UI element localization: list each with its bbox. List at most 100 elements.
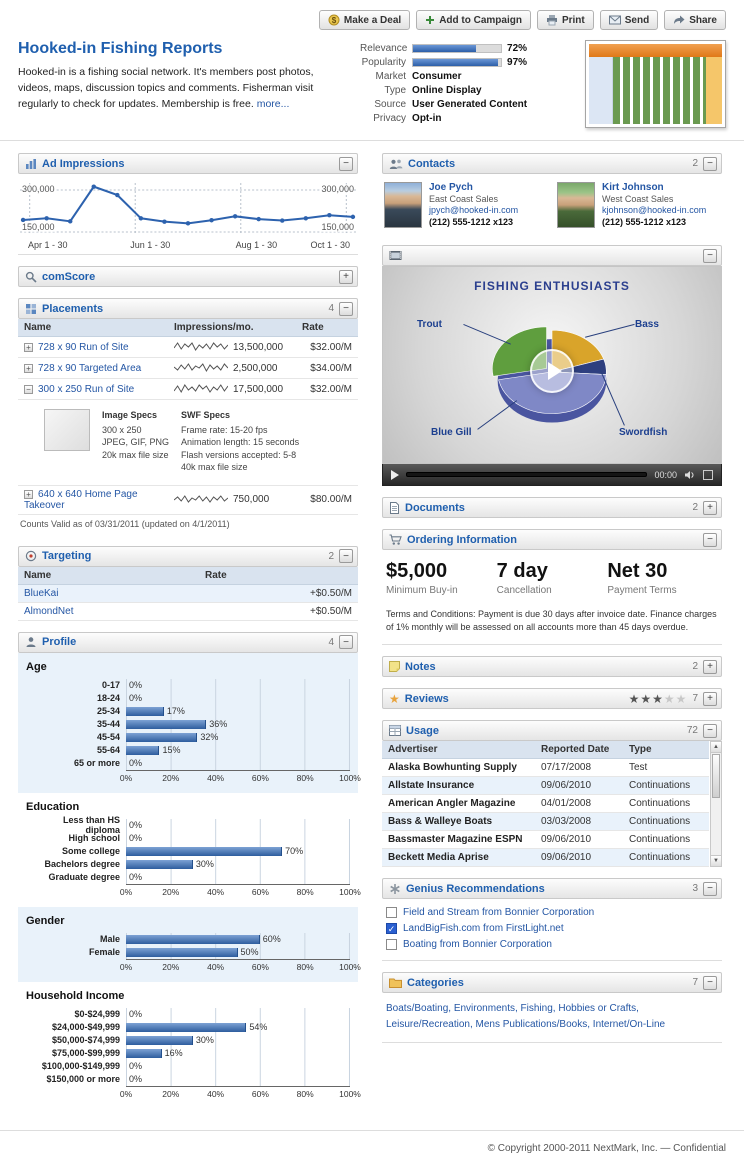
send-button[interactable]: Send [599, 10, 659, 30]
more-link[interactable]: more... [256, 97, 290, 110]
category-link[interactable]: Mens Publications/Books [475, 1018, 588, 1030]
documents-panel: Documents 2 + [382, 497, 722, 518]
collapse-button[interactable]: − [703, 975, 717, 990]
category-links: Boats/Boating, Environments, Fishing, Ho… [382, 993, 722, 1044]
scroll-up-arrow[interactable]: ▲ [711, 742, 721, 754]
panel-title: Profile [42, 636, 77, 649]
add-to-campaign-button[interactable]: Add to Campaign [416, 10, 531, 30]
expand-button[interactable]: + [703, 659, 717, 674]
recommendation-link[interactable]: Boating [403, 939, 437, 951]
button-label: Add to Campaign [439, 14, 522, 26]
reviews-panel: ★ Reviews ★★★★★ 7 + [382, 688, 722, 710]
printer-icon [546, 14, 558, 26]
expand-icon[interactable]: + [24, 363, 33, 373]
expand-icon[interactable]: + [24, 489, 33, 499]
genius-recommendations-panel: Genius Recommendations 3 − Field and Str… [382, 878, 722, 962]
checkbox[interactable] [386, 907, 397, 919]
category-link[interactable]: Hobbies or Crafts [558, 1003, 637, 1015]
contact-name-link[interactable]: Kirt Johnson [602, 182, 664, 193]
expand-button[interactable]: + [703, 500, 717, 515]
targeting-link[interactable]: AlmondNet [24, 605, 74, 617]
placement-row: +728 x 90 Run of Site 13,500,000 $32.00/… [18, 336, 358, 358]
placement-link[interactable]: 300 x 250 Run of Site [38, 383, 135, 395]
targeting-link[interactable]: BlueKai [24, 587, 59, 599]
placement-link[interactable]: 728 x 90 Targeted Area [38, 362, 142, 374]
make-a-deal-button[interactable]: $ Make a Deal [318, 10, 411, 30]
relevance-label: Relevance [360, 43, 408, 54]
scrollbar-thumb[interactable] [712, 754, 720, 799]
category-link[interactable]: Boats/Boating [386, 1003, 449, 1015]
placement-specs-row: Image Specs 300 x 250 JPEG, GIF, PNG 20k… [18, 399, 358, 486]
dollar-icon: $ [328, 14, 340, 26]
expand-button[interactable]: + [703, 691, 717, 706]
recommendation-link[interactable]: LandBigFish.com [403, 923, 481, 935]
contact-email-link[interactable]: kjohnson@hooked-in.com [602, 205, 707, 215]
placement-link[interactable]: 640 x 640 Home Page Takeover [24, 488, 138, 511]
panel-count: 2 [692, 502, 698, 513]
folder-icon [389, 977, 402, 989]
ordering-information-panel: Ordering Information − $5,000 Minimum Buy… [382, 529, 722, 646]
column-header: Impressions/mo. [168, 319, 296, 337]
expand-icon[interactable]: + [24, 342, 33, 352]
placement-link[interactable]: 728 x 90 Run of Site [38, 341, 129, 353]
contact-name-link[interactable]: Joe Pych [429, 182, 473, 193]
site-thumbnail [584, 40, 726, 128]
payment-terms-label: Payment Terms [607, 585, 677, 596]
collapse-button[interactable]: − [339, 635, 353, 650]
collapse-button[interactable]: − [339, 156, 353, 171]
volume-icon[interactable] [684, 470, 696, 480]
film-icon [389, 250, 402, 261]
play-icon[interactable] [391, 469, 399, 480]
collapse-button[interactable]: − [703, 881, 717, 896]
collapse-icon[interactable]: − [24, 384, 33, 394]
gender-chart: Gender Male 60% Female 50% 0% 20% 40% 60% 80% 1… [18, 906, 361, 982]
right-column: Contacts 2 − Joe Pych East Coast Sales j… [382, 153, 722, 1120]
scroll-down-arrow[interactable]: ▼ [711, 855, 721, 867]
checkbox[interactable] [386, 939, 397, 951]
share-button[interactable]: Share [664, 10, 726, 30]
popularity-label: Popularity [361, 57, 407, 68]
category-link[interactable]: Fishing [520, 1003, 553, 1015]
genius-header: Genius Recommendations 3 − [382, 878, 722, 900]
seek-bar[interactable] [406, 472, 648, 477]
collapse-button[interactable]: − [703, 723, 717, 738]
collapse-button[interactable]: − [339, 301, 353, 316]
collapse-button[interactable]: − [339, 549, 353, 564]
chart-title: Household Income [26, 989, 125, 1002]
recommendation-item: ✓ LandBigFish.com from FirstLight.net [386, 923, 564, 935]
cart-icon [389, 533, 402, 546]
panel-count: 72 [686, 725, 698, 737]
category-link[interactable]: Environments [453, 1003, 515, 1015]
profile-header: Profile 4 − [18, 631, 358, 653]
category-link[interactable]: Leisure/Recreation [386, 1018, 470, 1030]
scrollbar[interactable]: ▲ ▼ [710, 741, 722, 868]
panel-count: 4 [328, 303, 334, 314]
thumbnail-content [612, 57, 706, 124]
toolbar: $ Make a Deal Add to Campaign Print Send… [0, 0, 744, 38]
collapse-button[interactable]: − [703, 156, 717, 171]
popularity-meter [412, 58, 503, 67]
play-button[interactable] [530, 349, 574, 393]
recommendation-link[interactable]: Field and Stream [403, 907, 480, 919]
x-axis: 0% 20% 40% 60% 80% 100% [120, 769, 361, 783]
collapse-button[interactable]: − [703, 248, 717, 263]
listing-stats: Relevance 72% Popularity 97% Market Consu… [360, 40, 571, 128]
chart-title: Age [26, 660, 47, 673]
expand-button[interactable]: + [339, 269, 353, 284]
age-chart: Age 0-17 0% 18-24 0% 25-34 17% 35-44 36% 45-… [18, 652, 361, 793]
panel-title: Placements [42, 302, 104, 315]
fullscreen-icon[interactable] [703, 469, 713, 480]
print-button[interactable]: Print [536, 10, 594, 30]
bar [126, 846, 283, 856]
usage-row: Bass & Walleye Boats 03/03/2008 Continuati… [382, 812, 709, 832]
collapse-button[interactable]: − [703, 532, 717, 547]
impressions-value: 13,500,000 [233, 341, 284, 353]
checkbox[interactable]: ✓ [386, 923, 397, 935]
contact-email-link[interactable]: jpych@hooked-in.com [429, 205, 519, 215]
categories-panel: Categories 7 − Boats/Boating, Environmen… [382, 972, 722, 1044]
x-axis-labels: Apr 1 - 30 Jun 1 - 30 Aug 1 - 30 Oct 1 -… [28, 240, 350, 250]
panel-title: Ordering Information [407, 533, 517, 546]
panel-count: 7 [692, 977, 698, 989]
category-link[interactable]: Internet/On-Line [592, 1018, 666, 1030]
page-title: Hooked-in Fishing Reports [18, 40, 223, 57]
